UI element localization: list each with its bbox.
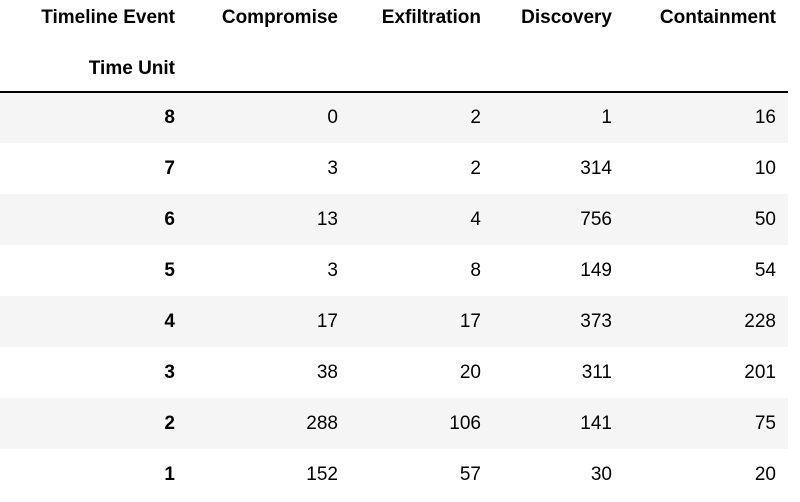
row-index: 4 <box>164 310 175 332</box>
table-cell: 314 <box>580 157 612 179</box>
table-cell: 2 <box>470 107 481 128</box>
blank-cell <box>350 36 493 93</box>
table-cell: 152 <box>306 463 338 485</box>
table-cell: 57 <box>459 463 481 485</box>
index-name: Time Unit <box>0 36 187 93</box>
table-row: 8 0 2 1 16 <box>0 92 788 143</box>
column-header: Compromise <box>221 7 338 28</box>
table-row: 6 13 4 756 50 <box>0 194 788 245</box>
blank-cell <box>493 36 624 93</box>
table-cell: 149 <box>580 259 612 281</box>
blank-cell <box>624 36 788 93</box>
row-index: 6 <box>164 208 175 230</box>
row-index: 2 <box>164 412 175 434</box>
table-cell: 17 <box>316 310 338 332</box>
table-cell: 4 <box>470 208 481 230</box>
table-row: 5 3 8 149 54 <box>0 245 788 296</box>
table-cell: 201 <box>744 361 776 383</box>
row-index: 3 <box>164 361 175 383</box>
index-name-row: Time Unit <box>0 36 788 93</box>
table-cell: 1 <box>601 107 612 128</box>
row-index: 8 <box>164 107 175 128</box>
table-body: 8 0 2 1 16 7 3 2 314 10 6 13 4 756 50 5 3 8 149 54 4 17 17 373 2… <box>0 92 788 500</box>
table-cell: 228 <box>744 310 776 332</box>
table-cell: 20 <box>754 463 776 485</box>
column-header: Exfiltration <box>381 7 481 28</box>
table-cell: 54 <box>754 259 776 281</box>
header-row: Timeline Event Compromise Exfiltration Dis… <box>0 0 788 36</box>
row-index: 5 <box>164 259 175 281</box>
table-header: Timeline Event Compromise Exfiltration Dis… <box>0 0 788 93</box>
table-cell: 3 <box>327 259 338 281</box>
table-cell: 2 <box>470 157 481 179</box>
table-cell: 288 <box>306 412 338 434</box>
table-cell: 373 <box>580 310 612 332</box>
row-index: 7 <box>164 157 175 179</box>
table-cell: 13 <box>316 208 338 230</box>
table-cell: 311 <box>581 361 612 383</box>
table-cell: 0 <box>327 107 338 128</box>
table-cell: 30 <box>590 463 612 485</box>
table-row: 4 17 17 373 228 <box>0 296 788 347</box>
column-header: Containment <box>659 7 776 28</box>
table-row: 7 3 2 314 10 <box>0 143 788 194</box>
table-cell: 141 <box>580 412 612 434</box>
table-row: 2 288 106 141 75 <box>0 398 788 449</box>
table-cell: 756 <box>580 208 612 230</box>
table-cell: 10 <box>754 157 776 179</box>
column-header: Discovery <box>521 7 612 28</box>
table-cell: 16 <box>754 107 776 128</box>
table-cell: 8 <box>470 259 481 281</box>
table-cell: 75 <box>754 412 776 434</box>
table-cell: 20 <box>459 361 481 383</box>
table-cell: 38 <box>316 361 338 383</box>
blank-cell <box>187 36 350 93</box>
table-cell: 106 <box>449 412 481 434</box>
table-row: 1 152 57 30 20 <box>0 449 788 500</box>
table-cell: 50 <box>754 208 776 230</box>
table-cell: 3 <box>327 157 338 179</box>
row-index: 1 <box>164 463 175 485</box>
table-row: 3 38 20 311 201 <box>0 347 788 398</box>
table-cell: 17 <box>459 310 481 332</box>
columns-name: Timeline Event <box>41 7 175 28</box>
